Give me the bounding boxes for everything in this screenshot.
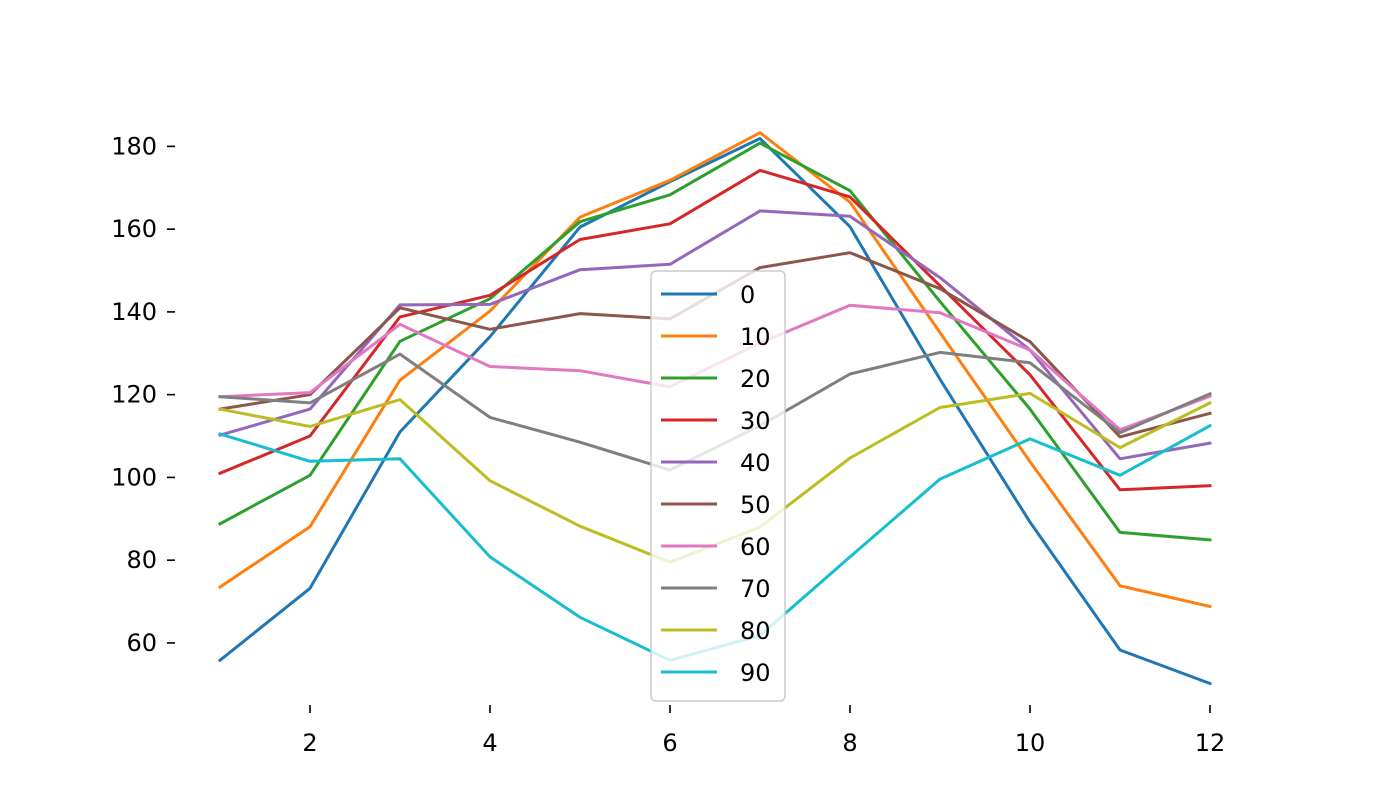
x-tick-label: 4 [482, 729, 497, 757]
y-tick-label: 180 [111, 132, 157, 160]
y-tick-label: 80 [126, 546, 157, 574]
x-tick-label: 6 [662, 729, 677, 757]
x-tick-label: 10 [1015, 729, 1046, 757]
legend-label: 40 [740, 449, 771, 477]
legend-label: 10 [740, 323, 771, 351]
legend-label: 20 [740, 365, 771, 393]
legend-label: 80 [740, 617, 771, 645]
legend-label: 30 [740, 407, 771, 435]
y-tick-label: 100 [111, 463, 157, 491]
x-tick-label: 12 [1195, 729, 1226, 757]
legend-label: 70 [740, 575, 771, 603]
legend: 0 10 20 30 40 50 60 70 80 90 [650, 270, 786, 702]
legend-label: 60 [740, 533, 771, 561]
y-tick-label: 160 [111, 215, 157, 243]
y-tick-label: 120 [111, 381, 157, 409]
x-tick-label: 8 [842, 729, 857, 757]
x-tick-label: 2 [302, 729, 317, 757]
legend-label: 90 [740, 659, 771, 687]
y-tick-label: 140 [111, 298, 157, 326]
legend-label: 0 [740, 281, 755, 309]
y-axis: 60 80 100 120 140 160 180 [111, 132, 175, 657]
x-axis: 2 4 6 8 10 12 [302, 705, 1225, 757]
legend-label: 50 [740, 491, 771, 519]
y-tick-label: 60 [126, 629, 157, 657]
